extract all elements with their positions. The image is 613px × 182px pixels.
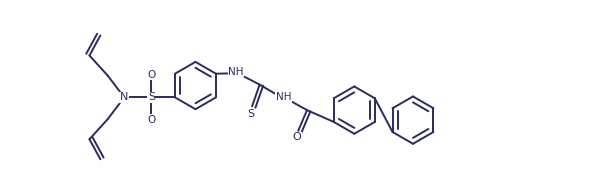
Text: O: O [147,115,156,125]
Text: NH: NH [228,67,244,77]
Text: NH: NH [276,92,291,102]
Text: S: S [148,92,155,102]
Text: O: O [147,70,156,80]
Text: O: O [292,132,301,142]
Text: S: S [247,109,254,119]
Text: N: N [120,92,128,102]
